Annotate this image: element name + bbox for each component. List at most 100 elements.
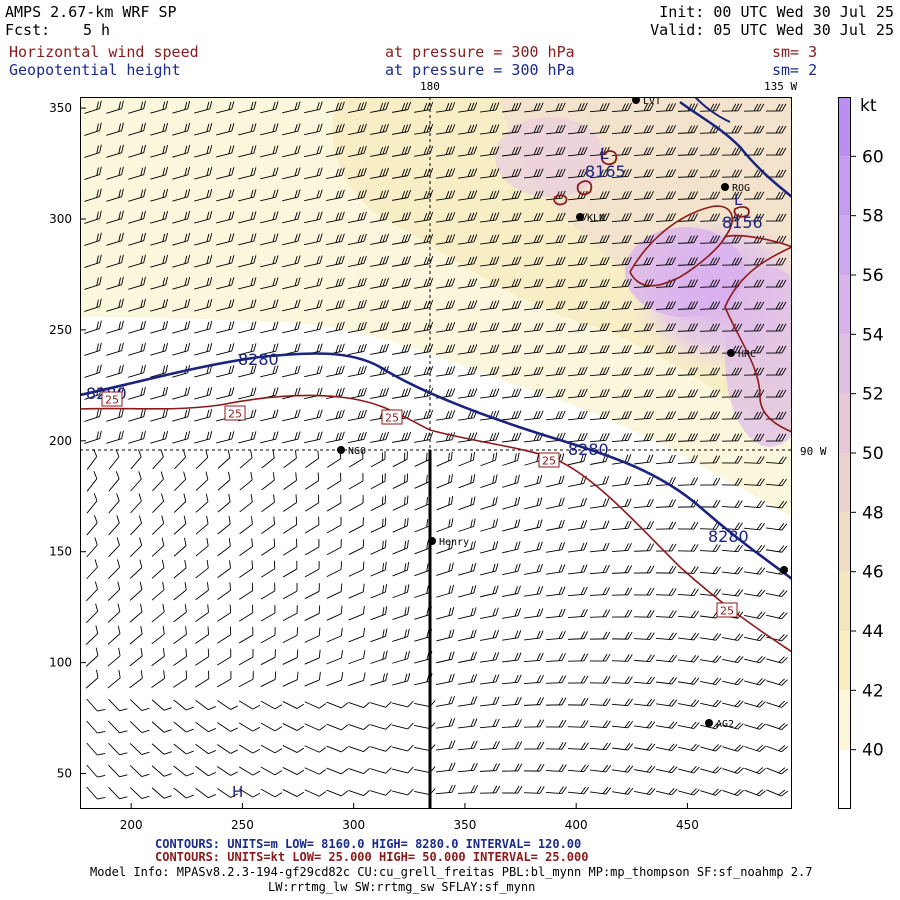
wind-barb <box>326 189 345 202</box>
wind-barb <box>150 320 169 334</box>
wind-barb <box>765 213 787 222</box>
wind-barb <box>457 762 478 773</box>
wind-barb <box>86 742 106 756</box>
wind-barb <box>129 625 143 645</box>
wind-barb <box>370 101 389 113</box>
speed-contour-label: 25 <box>720 605 734 618</box>
wind-barb <box>106 144 124 158</box>
wind-barb <box>195 765 216 777</box>
wind-barb <box>216 299 235 312</box>
wind-barb <box>765 411 787 420</box>
wind-barb <box>589 720 611 729</box>
wind-barb <box>677 191 699 200</box>
wind-barb <box>721 500 743 508</box>
wind-barb <box>480 168 500 179</box>
wind-barb <box>436 740 456 751</box>
wind-barb <box>677 323 699 332</box>
wind-barb <box>304 189 323 202</box>
wind-barb <box>84 188 102 202</box>
wind-barb <box>84 254 102 268</box>
wind-barb <box>545 630 566 641</box>
wind-barb <box>348 650 366 665</box>
wind-barb <box>458 388 478 399</box>
wind-barb <box>568 520 588 531</box>
wind-barb <box>436 695 455 707</box>
wind-barb <box>611 676 633 684</box>
wind-barb <box>765 433 787 442</box>
wind-barb <box>128 364 146 378</box>
wind-barb <box>326 409 345 422</box>
wind-barb <box>150 144 169 158</box>
wind-barb <box>151 787 172 799</box>
wind-barb <box>655 301 676 310</box>
wind-barb <box>260 145 279 158</box>
wind-barb <box>589 124 610 135</box>
wind-barb <box>238 277 257 290</box>
wind-barb <box>392 517 409 533</box>
wind-barb <box>106 342 124 356</box>
wind-barb <box>589 542 610 553</box>
wind-barb <box>479 763 501 772</box>
wind-barb <box>151 721 172 733</box>
wind-barb <box>217 471 231 491</box>
wind-barb <box>260 343 279 356</box>
wind-barb <box>128 298 146 312</box>
wind-barb <box>567 168 588 179</box>
colorbar-tick-label: 44 <box>862 622 884 642</box>
wind-barb <box>722 589 744 597</box>
wind-barb <box>392 562 410 577</box>
wind-barb <box>611 520 632 531</box>
wind-barb <box>85 625 99 645</box>
wind-barb <box>479 740 500 751</box>
wind-barb <box>568 542 588 553</box>
wind-barb <box>217 538 231 557</box>
colorbar-tick-label: 46 <box>862 563 884 583</box>
speed-contour-label: 25 <box>105 394 119 407</box>
wind-barb <box>392 495 409 511</box>
wind-barb <box>502 234 522 245</box>
wind-barb <box>677 301 699 310</box>
wind-barb <box>86 786 106 800</box>
wind-barb <box>283 472 297 491</box>
wind-barb <box>173 743 194 755</box>
wind-barb <box>567 256 588 267</box>
wind-barb <box>611 344 632 355</box>
forecast-value: 5 h <box>83 21 111 39</box>
x-tick-label: 400 <box>565 818 588 832</box>
wind-barb <box>766 611 788 620</box>
wind-barb <box>260 277 279 290</box>
wind-barb <box>216 387 235 400</box>
wind-barb <box>326 789 349 797</box>
wind-barb <box>370 539 387 555</box>
wind-barb <box>655 588 677 596</box>
wind-barb <box>106 408 124 422</box>
wind-barb <box>151 626 165 645</box>
wind-barb <box>173 604 187 623</box>
wind-barb <box>678 766 700 774</box>
wind-barb <box>128 430 146 444</box>
colorbar-tick-label: 48 <box>862 503 884 523</box>
wind-barb <box>633 301 654 310</box>
wind-barb <box>392 431 412 443</box>
wind-barb <box>677 411 699 420</box>
extremum-label: L <box>734 191 743 209</box>
wind-barb <box>765 301 787 310</box>
wind-barb <box>634 454 654 465</box>
wind-barb <box>238 255 257 268</box>
colorbar: 40 42 44 46 48 50 52 54 56 58 60 kt <box>838 97 884 809</box>
wind-barb <box>633 610 655 618</box>
wind-barb <box>172 342 191 356</box>
wind-barb <box>108 559 121 580</box>
wind-barb <box>217 722 239 732</box>
wind-barb <box>392 672 411 686</box>
colorbar-tick-label: 50 <box>862 444 884 464</box>
wind-barb <box>678 788 700 796</box>
wind-barb <box>239 449 253 469</box>
wind-barb <box>348 495 364 512</box>
wind-barb <box>545 322 566 333</box>
wind-barb <box>326 365 345 378</box>
wind-barb <box>238 343 257 356</box>
wind-barb <box>217 582 232 600</box>
stations: LVT ROG KLN HRC NGO Henry AG2 <box>337 97 788 730</box>
colorbar-block <box>838 690 851 750</box>
